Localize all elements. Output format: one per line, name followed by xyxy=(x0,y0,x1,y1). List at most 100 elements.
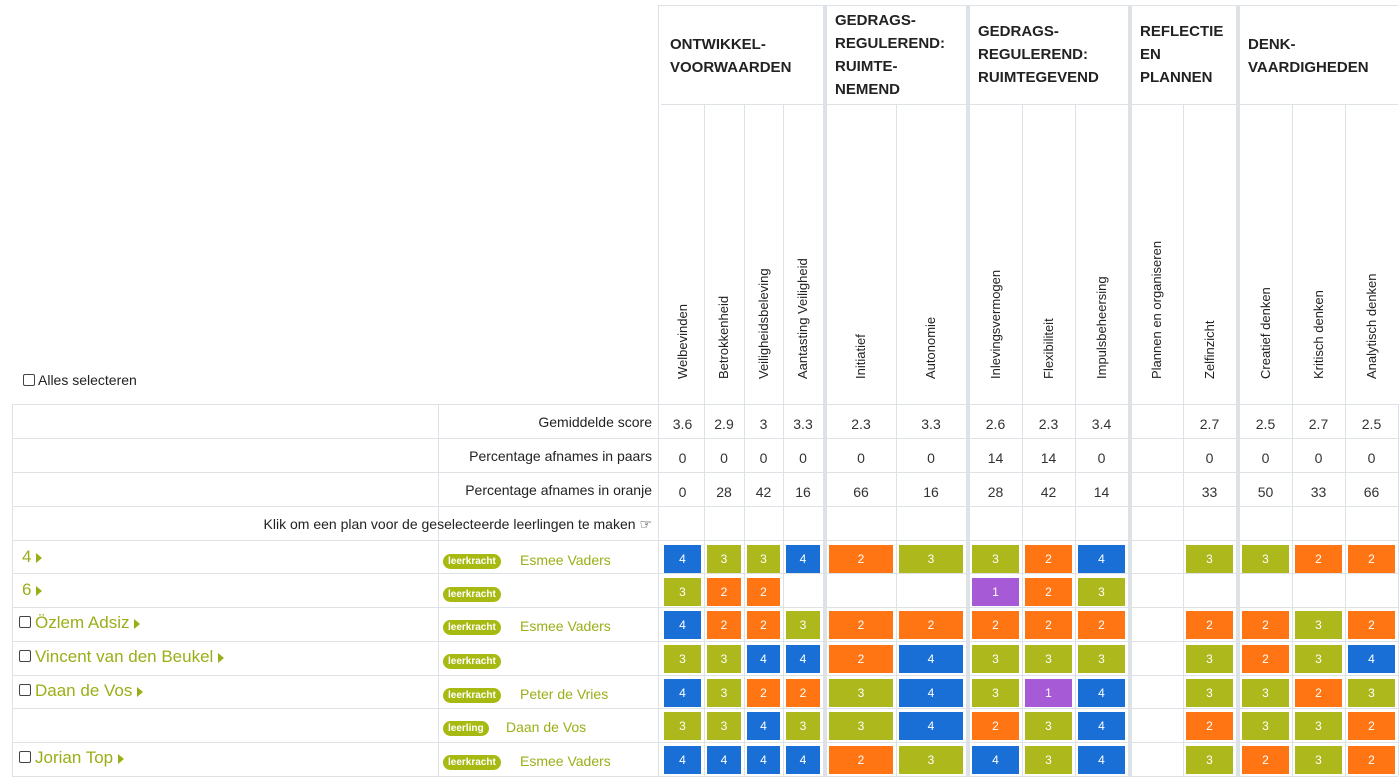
grid-vline xyxy=(744,104,745,776)
score-cell: 2 xyxy=(1348,611,1395,639)
row-name: Vincent van den Beukel xyxy=(35,647,214,666)
score-cell: 3 xyxy=(1242,545,1289,573)
summary-value: 33 xyxy=(1201,484,1218,500)
score-cell: 2 xyxy=(829,746,893,774)
expand-caret-icon[interactable] xyxy=(218,652,225,663)
student-name-link[interactable]: Vincent van den Beukel xyxy=(19,647,225,667)
summary-value: 42 xyxy=(755,484,772,500)
grid-vline xyxy=(1183,104,1184,776)
column-header-label: Welbevinden xyxy=(674,304,690,379)
group-separator xyxy=(1236,5,1240,776)
summary-value: 0 xyxy=(1261,450,1270,466)
column-header-label: Flexibiliteit xyxy=(1040,318,1056,379)
score-cell: 4 xyxy=(1078,746,1125,774)
score-cell: 2 xyxy=(786,679,820,707)
summary-value: 0 xyxy=(1205,450,1214,466)
summary-value: 0 xyxy=(1314,450,1323,466)
assessor-name: Esmee Vaders xyxy=(520,618,611,634)
grid-vline xyxy=(658,5,659,776)
summary-value: 3.3 xyxy=(921,416,941,432)
score-cell: 3 xyxy=(972,545,1019,573)
score-cell: 3 xyxy=(829,679,893,707)
expand-caret-icon[interactable] xyxy=(137,686,144,697)
group-header: DENK- VAARDIGHEDEN xyxy=(1248,36,1369,76)
expand-caret-icon[interactable] xyxy=(36,585,43,596)
student-checkbox[interactable] xyxy=(19,650,31,662)
score-cell: 3 xyxy=(829,712,893,740)
score-cell: 3 xyxy=(786,611,820,639)
group-separator xyxy=(1128,5,1132,776)
grid-vline xyxy=(1022,104,1023,776)
score-cell: 3 xyxy=(1025,645,1072,673)
score-cell: 2 xyxy=(1025,545,1072,573)
row-name: 4 xyxy=(22,547,32,566)
group-separator xyxy=(966,5,970,776)
score-cell: 3 xyxy=(972,645,1019,673)
group-name-link[interactable]: 6 xyxy=(22,580,43,600)
score-cell: 3 xyxy=(707,712,741,740)
grid-vline xyxy=(896,104,897,776)
summary-value: 3.4 xyxy=(1091,416,1112,432)
grid-hline xyxy=(12,438,1398,439)
score-cell: 2 xyxy=(829,645,893,673)
summary-value: 14 xyxy=(1040,450,1057,466)
score-cell: 3 xyxy=(747,545,780,573)
score-cell: 3 xyxy=(707,645,741,673)
score-cell: 4 xyxy=(899,645,963,673)
summary-value: 3 xyxy=(759,416,768,432)
student-checkbox[interactable] xyxy=(19,616,31,628)
summary-value: 50 xyxy=(1257,484,1274,500)
grid-hline xyxy=(12,540,1398,541)
score-cell: 2 xyxy=(1186,712,1233,740)
column-header-label: Veiligheidsbeleving xyxy=(755,268,771,379)
score-cell: 2 xyxy=(1186,611,1233,639)
summary-value: 2.3 xyxy=(851,416,871,432)
group-name-link[interactable]: 4 xyxy=(22,547,43,567)
score-cell: 2 xyxy=(1025,611,1072,639)
score-cell: 4 xyxy=(747,712,780,740)
student-checkbox[interactable] xyxy=(19,684,31,696)
grid-hline xyxy=(12,472,1398,473)
summary-value: 28 xyxy=(987,484,1004,500)
assessor-name: Esmee Vaders xyxy=(520,753,611,769)
score-cell: 4 xyxy=(786,645,820,673)
assessor-name: Daan de Vos xyxy=(506,719,587,735)
score-cell: 2 xyxy=(1025,578,1072,606)
student-checkbox[interactable] xyxy=(19,751,31,763)
score-cell: 2 xyxy=(972,611,1019,639)
column-header-label: Analytisch denken xyxy=(1363,273,1379,379)
select-all-checkbox[interactable] xyxy=(23,374,35,386)
student-name-link[interactable]: Daan de Vos xyxy=(19,681,144,701)
score-cell: 3 xyxy=(899,545,963,573)
row-name: 6 xyxy=(22,580,32,599)
score-cell: 2 xyxy=(707,578,741,606)
expand-caret-icon[interactable] xyxy=(36,552,43,563)
select-all[interactable]: Alles selecteren xyxy=(23,372,137,388)
student-name-link[interactable]: Jorian Top xyxy=(19,748,125,768)
student-name-link[interactable]: Özlem Adsiz xyxy=(19,613,141,633)
column-header-label: Zelfinzicht xyxy=(1201,320,1217,379)
summary-value: 3.6 xyxy=(672,416,693,432)
make-plan-label: Klik om een plan voor de geselecteerde l… xyxy=(263,516,640,532)
summary-value: 2.3 xyxy=(1038,416,1059,432)
score-cell: 4 xyxy=(786,746,820,774)
summary-value: 14 xyxy=(1093,484,1110,500)
summary-value: 14 xyxy=(987,450,1004,466)
summary-value: 66 xyxy=(853,484,869,500)
expand-caret-icon[interactable] xyxy=(134,618,141,629)
role-badge: leerkracht xyxy=(443,587,501,602)
grid-hline xyxy=(12,607,1398,608)
grid-vline xyxy=(1075,104,1076,776)
group-header: GEDRAGS- REGULEREND: RUIMTE- NEMEND xyxy=(835,12,946,98)
summary-value: 0 xyxy=(1097,450,1106,466)
score-cell: 3 xyxy=(707,679,741,707)
expand-caret-icon[interactable] xyxy=(118,753,125,764)
summary-value: 28 xyxy=(716,484,732,500)
make-plan-link[interactable]: Klik om een plan voor de geselecteerde l… xyxy=(264,516,652,533)
summary-value: 0 xyxy=(857,450,865,466)
grid-hline xyxy=(12,404,1398,405)
grid-vline xyxy=(1398,404,1399,776)
summary-value: 3.3 xyxy=(793,416,813,432)
score-cell: 2 xyxy=(1078,611,1125,639)
